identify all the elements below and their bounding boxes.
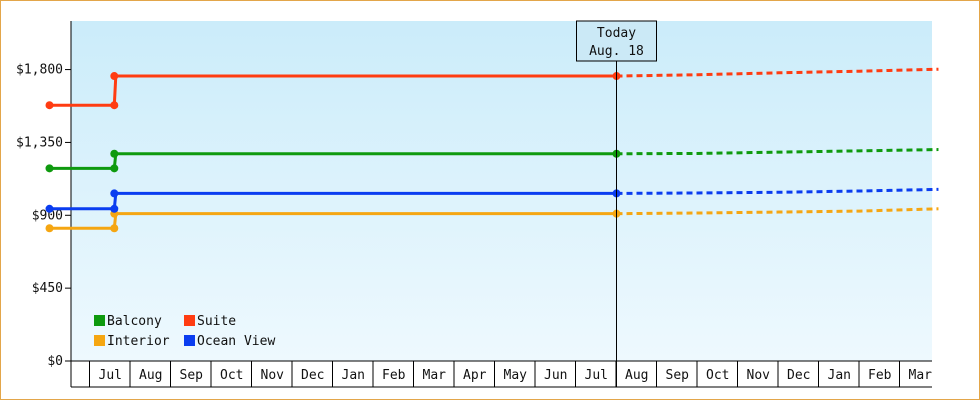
today-label: Today	[597, 26, 636, 41]
x-tick-label: Oct	[220, 368, 243, 383]
x-tick-label: Jan	[828, 368, 851, 383]
today-date: Aug. 18	[589, 44, 644, 59]
legend-label: Ocean View	[197, 334, 275, 349]
data-point	[45, 164, 54, 173]
x-tick-label: Apr	[463, 368, 487, 383]
series-line	[49, 152, 617, 170]
legend-item: Ocean View	[184, 334, 275, 349]
x-tick-label: Jun	[544, 368, 567, 383]
series-forecast-line	[616, 187, 939, 195]
series-balcony	[45, 148, 939, 173]
x-tick-label: Oct	[706, 368, 729, 383]
legend-item: Interior	[94, 334, 170, 349]
legend-swatch	[184, 315, 195, 326]
x-tick-label: Aug	[139, 368, 162, 383]
series-forecast-line	[616, 207, 939, 216]
data-point	[110, 189, 119, 198]
series-interior	[45, 207, 939, 233]
y-tick-label: $0	[47, 354, 63, 369]
legend-swatch	[94, 335, 105, 346]
legend-swatch	[94, 315, 105, 326]
series-line	[49, 74, 617, 107]
legend-label: Balcony	[107, 314, 162, 329]
legend-item: Balcony	[94, 314, 162, 329]
x-tick-label: Nov	[261, 368, 285, 383]
x-tick-label: Jan	[342, 368, 365, 383]
legend-label: Suite	[197, 314, 236, 329]
plot-background	[71, 21, 932, 361]
data-point	[110, 101, 119, 110]
series-line	[49, 212, 617, 230]
data-point	[110, 72, 119, 81]
data-point	[110, 204, 119, 213]
series-ocean-view	[45, 187, 939, 213]
series-lines	[45, 67, 939, 233]
x-tick-label: May	[504, 368, 528, 383]
x-tick-label: Jul	[99, 368, 122, 383]
legend-label: Interior	[107, 334, 170, 349]
x-tick-label: Mar	[909, 368, 933, 383]
legend-item: Suite	[184, 314, 236, 329]
series-forecast-line	[616, 67, 939, 78]
x-tick-label: Nov	[747, 368, 771, 383]
x-tick-label: Sep	[666, 368, 690, 383]
legend-swatch	[184, 335, 195, 346]
x-tick-label: Feb	[868, 368, 892, 383]
x-tick-label: Mar	[423, 368, 447, 383]
series-line	[49, 191, 617, 211]
x-tick-label: Dec	[787, 368, 810, 383]
y-tick-label: $450	[32, 281, 63, 296]
x-tick-label: Sep	[180, 368, 204, 383]
y-axis: $0 $450 $900 $1,350 $1,800	[16, 21, 72, 387]
x-tick-label: Aug	[625, 368, 648, 383]
data-point	[110, 164, 119, 173]
data-point	[45, 204, 54, 213]
y-tick-label: $1,800	[16, 63, 63, 78]
today-marker: Today Aug. 18	[576, 20, 657, 387]
data-point	[110, 224, 119, 233]
legend: Balcony Suite Interior Ocean View	[94, 314, 275, 349]
today-box	[576, 20, 657, 62]
x-tick-label: Jul	[585, 368, 608, 383]
data-point	[45, 224, 54, 233]
x-tick-label: Dec	[301, 368, 324, 383]
series-forecast-line	[616, 148, 939, 156]
series-suite	[45, 67, 939, 110]
x-tick-label: Feb	[382, 368, 406, 383]
data-point	[45, 101, 54, 110]
x-axis: Jul Aug Sep Oct Nov Dec Jan Feb Mar Apr May Jun Jul A…	[71, 360, 933, 388]
y-tick-label: $1,350	[16, 135, 63, 150]
y-tick-label: $900	[32, 208, 63, 223]
data-point	[110, 149, 119, 158]
